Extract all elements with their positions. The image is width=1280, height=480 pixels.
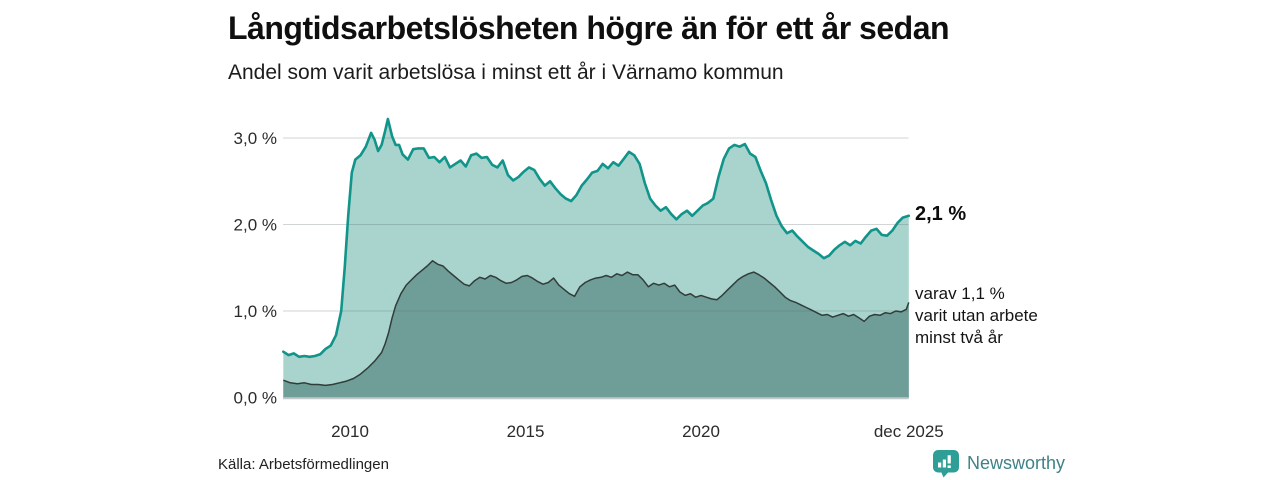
two-year-line [283,260,910,387]
page-subtitle: Andel som varit arbetslösa i minst ett å… [228,61,784,84]
end-value-label: 2,1 % [915,203,967,225]
secondary-annotation-line: varit utan arbete [915,306,1038,325]
y-tick-label: 3,0 % [234,129,277,148]
x-tick-label: 2015 [507,422,545,441]
newsworthy-bubble-chart-icon [933,450,959,478]
x-tick-label: 2020 [682,422,720,441]
x-tick-label: 2010 [331,422,369,441]
source-note: Källa: Arbetsförmedlingen [218,456,389,473]
y-tick-label: 0,0 % [234,389,277,408]
secondary-annotation-line: varav 1,1 % [915,284,1005,303]
secondary-annotation-line: minst två år [915,328,1003,347]
y-tick-label: 1,0 % [234,302,277,321]
page-title: Långtidsarbetslösheten högre än för ett … [228,10,950,46]
secondary-annotation: varav 1,1 % varit utan arbete minst två … [915,283,1038,349]
x-tick-label: dec 2025 [874,422,944,441]
logo-wordmark: Newsworthy [967,453,1066,473]
total-line [282,117,911,359]
newsworthy-logo: Newsworthy [932,449,1065,478]
y-tick-label: 2,0 % [234,216,277,235]
two-year-area-fill [283,260,909,399]
